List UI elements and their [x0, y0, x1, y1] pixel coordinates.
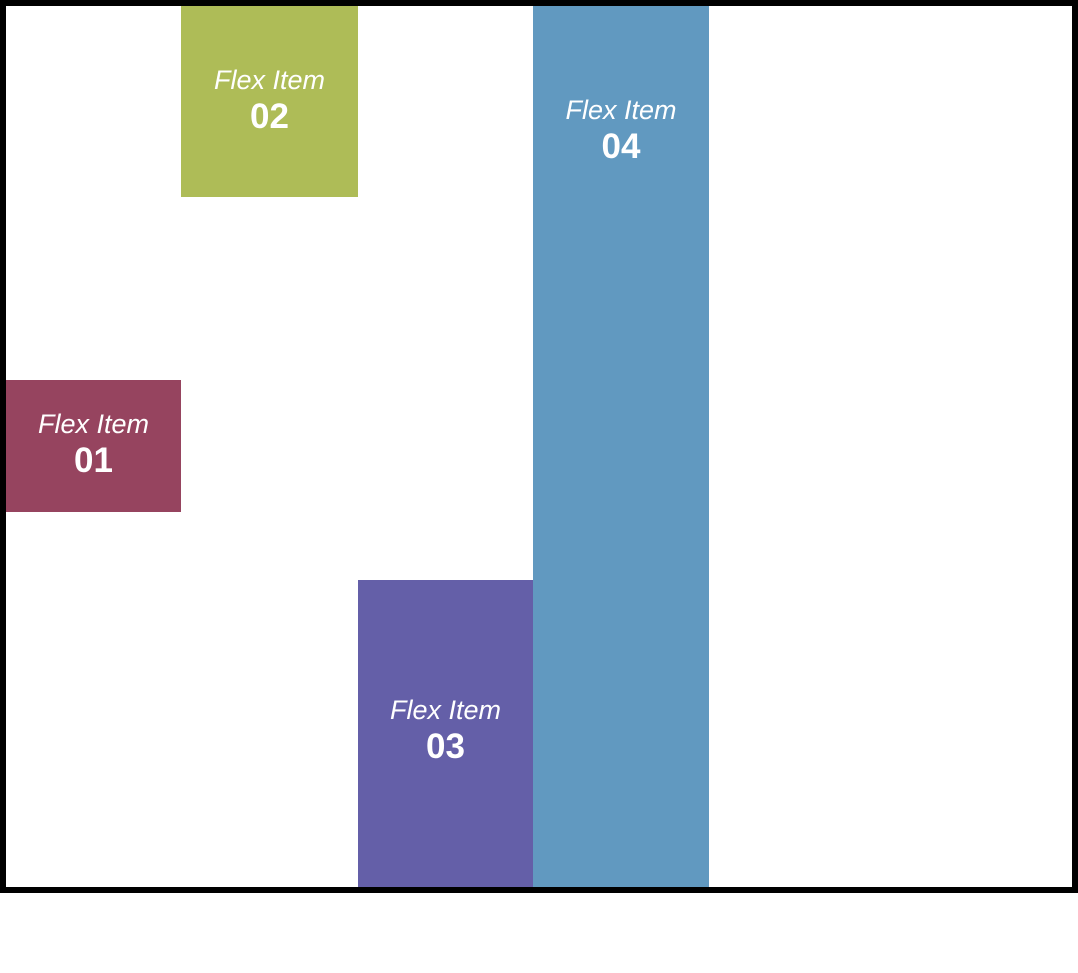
flex-item-number: 03	[426, 727, 465, 766]
page-background-bottom	[0, 893, 1078, 973]
flex-item-number: 02	[250, 97, 289, 136]
flex-item-number: 04	[601, 127, 641, 166]
flex-item-label: Flex Item	[37, 409, 150, 439]
flex-item-label: Flex Item	[565, 95, 677, 125]
flex-item-03: Flex Item 03	[358, 580, 533, 887]
flex-item-04: Flex Item 04	[533, 6, 709, 887]
flex-container: Flex Item 01 Flex Item 02 Flex Item 03 F…	[0, 0, 1078, 893]
flex-item-02: Flex Item 02	[181, 6, 358, 197]
flex-item-label: Flex Item	[389, 695, 502, 725]
flex-item-number: 01	[74, 441, 113, 480]
flex-item-label: Flex Item	[213, 65, 326, 95]
flex-item-01: Flex Item 01	[6, 380, 181, 512]
